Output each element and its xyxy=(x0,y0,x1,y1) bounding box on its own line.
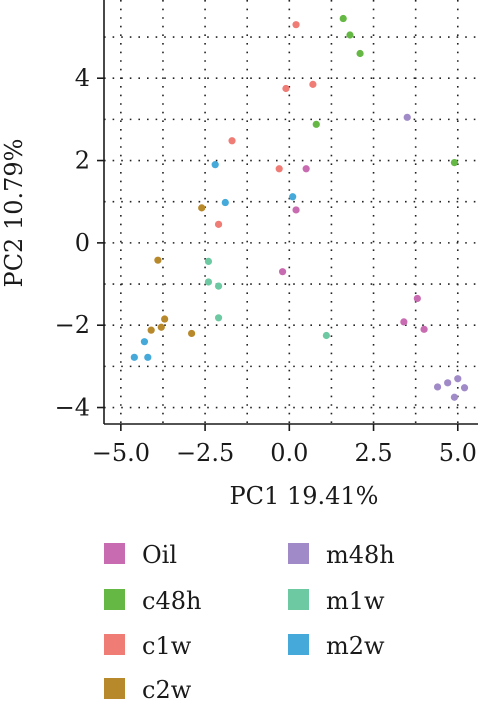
point-m2w xyxy=(144,353,152,361)
point-c1w xyxy=(292,21,300,29)
legend-label-c2w: c2w xyxy=(142,676,192,702)
point-m48h xyxy=(450,393,459,401)
point-m2w xyxy=(221,198,229,207)
legend-label-oil: Oil xyxy=(142,541,177,569)
point-m48h xyxy=(403,113,411,121)
point-c1w xyxy=(275,165,283,173)
y-tick-label: 2 xyxy=(75,147,90,175)
x-tick-label: −2.5 xyxy=(176,439,234,467)
x-tick-label: 2.5 xyxy=(354,439,392,467)
legend-swatch-m48h xyxy=(288,543,309,564)
x-tick-label: −5.0 xyxy=(92,439,150,467)
point-oil xyxy=(302,165,310,173)
legend-swatch-m2w xyxy=(288,634,309,655)
point-c2w xyxy=(147,326,155,334)
point-c48h xyxy=(356,49,364,58)
point-m2w xyxy=(140,338,149,346)
legend-label-c48h: c48h xyxy=(142,587,201,615)
legend-swatch-c1w xyxy=(104,634,125,655)
legend-swatch-c2w xyxy=(104,678,125,699)
point-m1w xyxy=(214,314,223,322)
point-c1w xyxy=(214,220,223,228)
point-m48h xyxy=(444,379,452,387)
point-c2w xyxy=(157,323,165,331)
point-oil xyxy=(292,206,300,214)
y-tick-label: −4 xyxy=(55,394,90,422)
point-m48h xyxy=(433,383,442,391)
grid-lines xyxy=(104,0,478,424)
point-c1w xyxy=(309,80,317,88)
legend-label-c1w: c1w xyxy=(142,632,192,660)
legend-swatch-m1w xyxy=(288,589,309,610)
point-c48h xyxy=(312,120,320,128)
legend-label-m1w: m1w xyxy=(326,587,385,615)
point-oil xyxy=(413,294,421,303)
y-tick-label: −2 xyxy=(55,311,90,339)
legend-swatch-c48h xyxy=(104,589,125,610)
x-axis-title: PC1 19.41% xyxy=(230,482,379,510)
tick-labels: −5.0 −2.5 0.0 2.5 5.0 −4 −2 0 2 4 xyxy=(55,64,477,467)
y-axis-title: PC2 10.79% xyxy=(0,139,28,288)
point-c2w xyxy=(188,329,196,338)
point-m2w xyxy=(289,193,297,201)
point-m1w xyxy=(322,331,330,340)
x-tick-label: 0.0 xyxy=(270,439,308,467)
point-m2w xyxy=(211,161,219,169)
y-tick-label: 4 xyxy=(75,64,90,92)
point-c48h xyxy=(450,159,459,167)
point-c48h xyxy=(346,31,354,39)
legend: Oil c48h c1w c2w m48h m1w m2w xyxy=(104,541,395,702)
x-tick-label: 5.0 xyxy=(439,439,477,467)
point-m2w xyxy=(130,353,138,361)
legend-label-m48h: m48h xyxy=(326,541,395,569)
point-c48h xyxy=(339,14,347,23)
axes xyxy=(97,0,478,431)
point-m48h xyxy=(454,375,462,383)
point-c2w xyxy=(154,256,162,264)
point-oil xyxy=(278,268,287,276)
point-c2w xyxy=(161,315,169,323)
legend-swatch-oil xyxy=(104,543,125,564)
data-points xyxy=(130,14,469,401)
legend-label-m2w: m2w xyxy=(326,632,385,660)
point-c1w xyxy=(282,84,290,93)
point-m1w xyxy=(204,257,213,265)
point-m48h xyxy=(460,384,469,392)
point-m1w xyxy=(204,278,213,286)
point-c1w xyxy=(228,137,236,145)
point-c2w xyxy=(198,204,206,212)
point-oil xyxy=(420,325,428,333)
y-tick-label: 0 xyxy=(75,229,90,257)
point-m1w xyxy=(214,282,223,290)
point-oil xyxy=(400,318,408,326)
